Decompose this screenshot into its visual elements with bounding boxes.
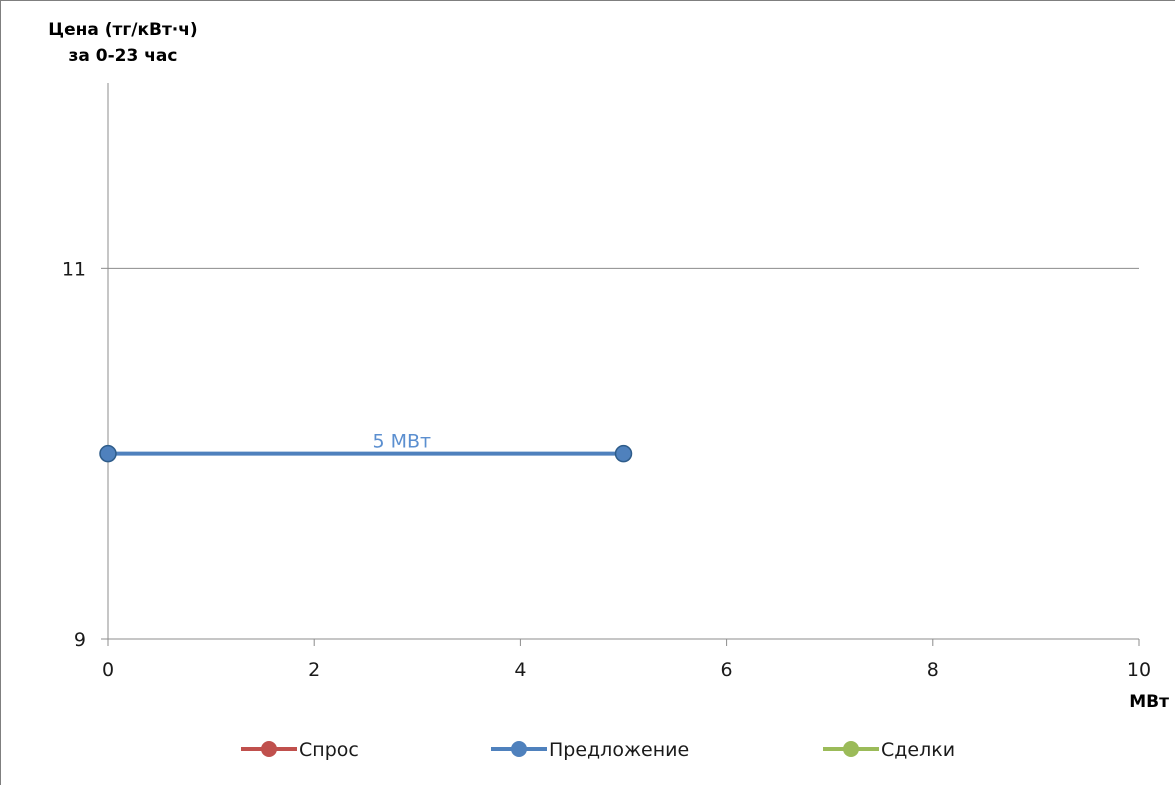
y-tick-label-9: 9 — [74, 629, 86, 651]
x-tick-label-4: 4 — [514, 659, 526, 681]
y-tick-label-11: 11 — [62, 258, 86, 280]
series-layer: 5 МВт — [99, 431, 633, 463]
legend-label-0: Спрос — [299, 739, 359, 761]
x-tick-label-10: 10 — [1127, 659, 1151, 681]
legend-label-2: Сделки — [881, 739, 955, 761]
legend-item-2[interactable]: Сделки — [823, 739, 955, 761]
series-1-data-label: 5 МВт — [372, 431, 431, 453]
x-axis-title: МВт — [1129, 692, 1169, 712]
legend-item-1[interactable]: Предложение — [491, 739, 689, 761]
legend[interactable]: Спрос Предложение Сделки — [241, 739, 955, 761]
legend-item-0[interactable]: Спрос — [241, 739, 359, 761]
legend-label-1: Предложение — [549, 739, 689, 761]
x-tick-label-6: 6 — [721, 659, 733, 681]
axis-titles: Цена (тг/кВт·ч) за 0-23 час МВт — [48, 20, 1169, 712]
legend-swatch-marker-1 — [511, 741, 527, 757]
series-1-point-1 — [614, 444, 633, 463]
y-axis-title-line-2: за 0-23 час — [69, 46, 178, 66]
series-1-point-0 — [99, 444, 117, 463]
tick-labels: 0 2 4 6 8 10 9 11 — [62, 258, 1151, 681]
x-tick-label-8: 8 — [927, 659, 939, 681]
y-axis-title-line-1: Цена (тг/кВт·ч) — [48, 20, 197, 40]
axes — [101, 83, 1140, 646]
legend-swatch-marker-0 — [261, 741, 277, 757]
x-tick-label-0: 0 — [102, 659, 114, 681]
legend-swatch-marker-2 — [843, 741, 859, 757]
x-tick-label-2: 2 — [308, 659, 320, 681]
